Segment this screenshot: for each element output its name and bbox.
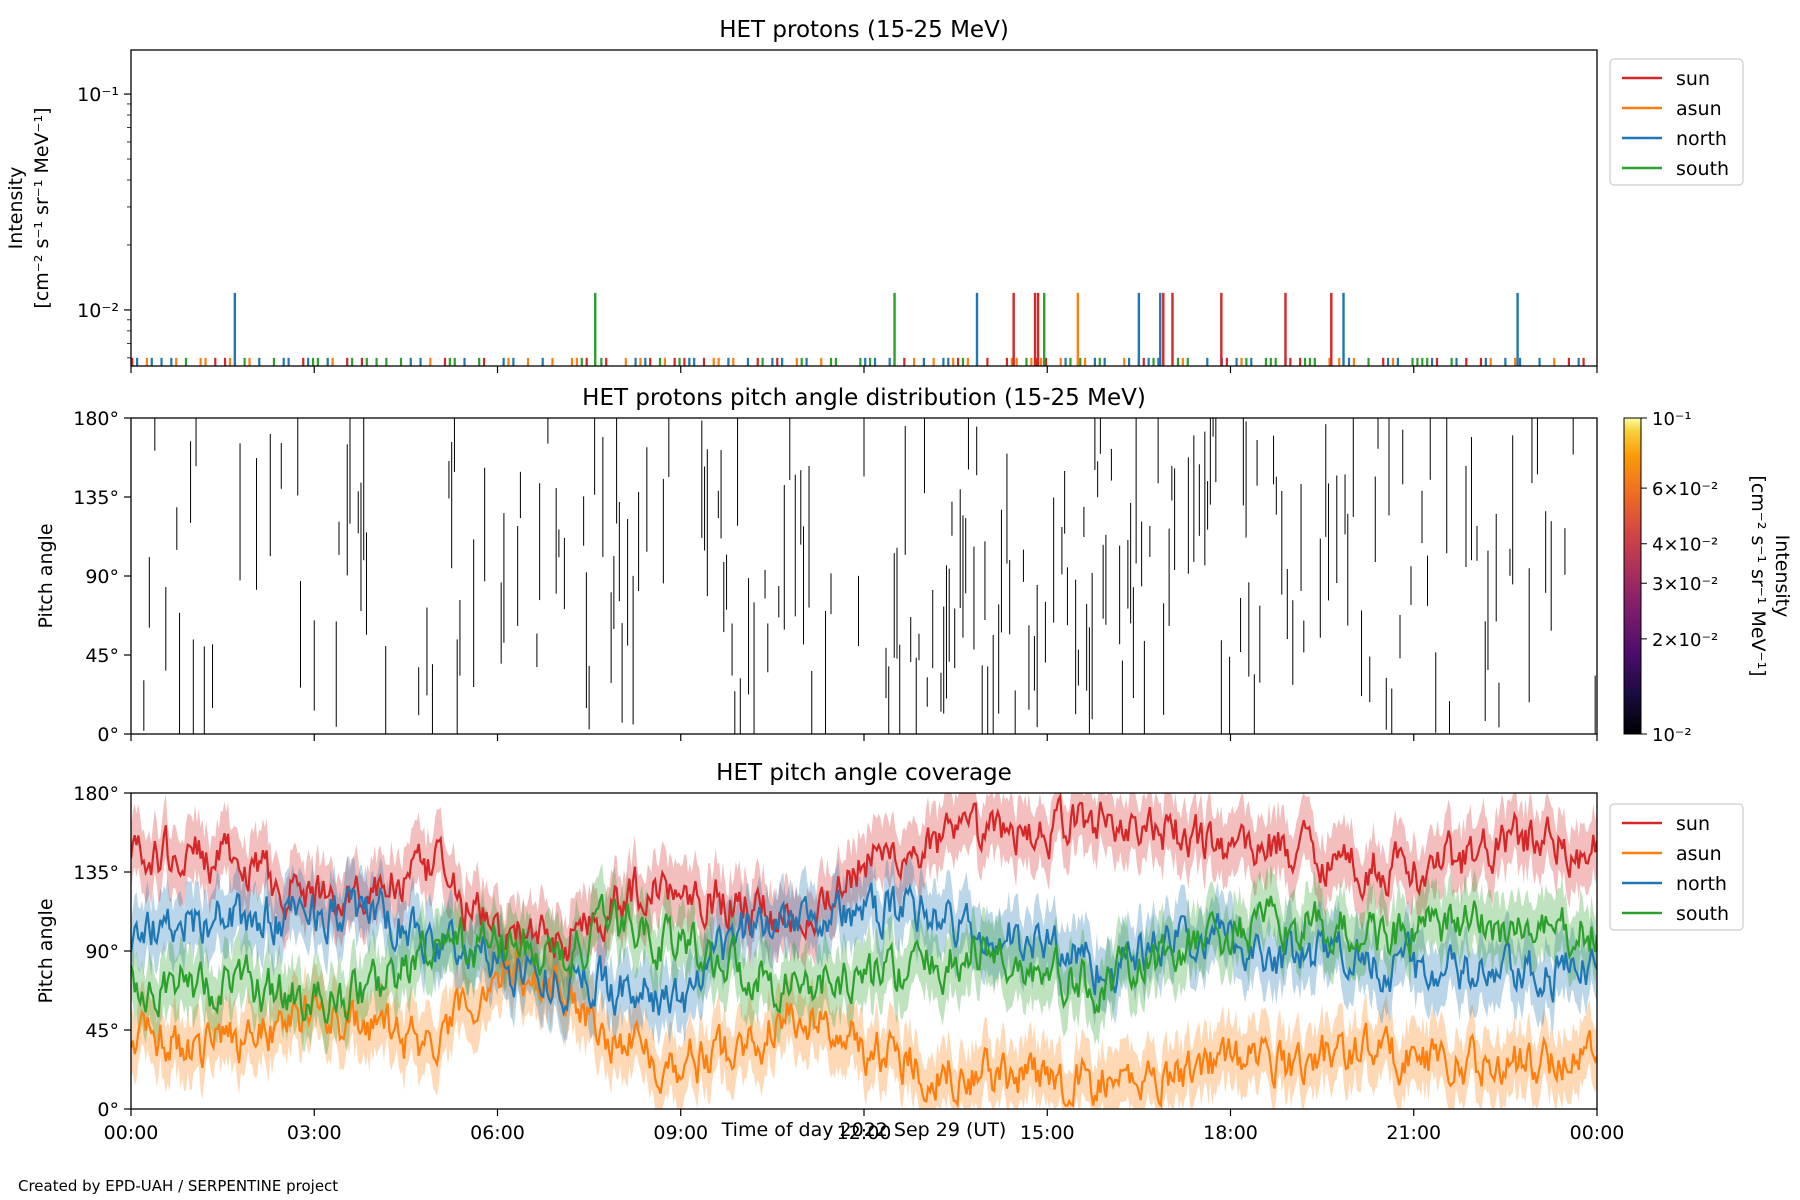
colorbar-axes: 10⁻² 2×10⁻² 3×10⁻² 4×10⁻² 6×10⁻² 10⁻¹ — [1641, 409, 1718, 746]
panel-pad: HET protons pitch angle distribution (15… — [35, 385, 1793, 746]
colorbar-tick-label: 4×10⁻² — [1652, 535, 1718, 556]
colorbar-tick-label: 3×10⁻² — [1652, 574, 1718, 595]
line-sun — [131, 793, 1597, 962]
y-tick-label: 135° — [73, 862, 119, 884]
band-north — [131, 851, 1597, 1047]
panel2-frame — [130, 417, 1598, 735]
panel1-frame — [130, 49, 1598, 367]
panel3-frame — [130, 792, 1598, 1110]
panel1-title: HET protons (15-25 MeV) — [719, 17, 1009, 43]
band-asun — [131, 916, 1597, 1109]
y-tick-label: 0° — [97, 1099, 119, 1121]
panel3-marks — [131, 793, 1597, 1109]
panel-intensity: HET protons (15-25 MeV) 10⁻² 10⁻¹ Intensi… — [5, 17, 1744, 373]
panel3-axes: 00:00 03:00 06:00 09:00 12:00 15:00 18:00 21:00… — [73, 783, 1624, 1144]
colorbar-tick-label: 10⁻¹ — [1652, 409, 1692, 430]
x-tick-label: 09:00 — [653, 1122, 708, 1144]
colorbar-label-line1: Intensity — [1771, 535, 1793, 618]
panel2-title: HET protons pitch angle distribution (15… — [582, 385, 1146, 411]
colorbar — [1623, 417, 1642, 735]
panel2-ylabel: Pitch angle — [35, 523, 57, 628]
band-south — [131, 862, 1597, 1055]
y-tick-label: 90° — [85, 941, 119, 963]
footer-credit: Created by EPD-UAH / SERPENTINE project — [18, 1177, 338, 1195]
y-tick-label: 90° — [85, 566, 119, 588]
panel1-legend: sun asun north south — [1609, 58, 1744, 186]
colorbar-tick-label: 6×10⁻² — [1652, 479, 1718, 500]
line-asun — [131, 947, 1597, 1109]
y-tick-label: 10⁻¹ — [77, 84, 119, 106]
y-tick-label: 180° — [73, 783, 119, 805]
x-tick-label: 03:00 — [287, 1122, 342, 1144]
y-tick-label: 0° — [97, 724, 119, 746]
legend-label-south: south — [1676, 903, 1729, 925]
legend-label-asun: asun — [1676, 843, 1722, 865]
panel3-ylabel: Pitch angle — [35, 898, 57, 1003]
x-tick-label: 00:00 — [104, 1122, 159, 1144]
panel-coverage: HET pitch angle coverage 00:00 03:00 06:00… — [35, 760, 1744, 1144]
x-tick-label: 18:00 — [1203, 1122, 1258, 1144]
panel1-axes: 10⁻² 10⁻¹ — [77, 84, 1598, 373]
x-tick-label: 12:00 — [837, 1122, 892, 1144]
x-tick-label: 21:00 — [1386, 1122, 1441, 1144]
legend-label-south: south — [1676, 158, 1729, 180]
x-tick-label: 06:00 — [470, 1122, 525, 1144]
panel2-marks — [143, 418, 1596, 734]
y-tick-label: 45° — [85, 645, 119, 667]
legend-box — [1609, 58, 1744, 186]
x-tick-label: 15:00 — [1020, 1122, 1075, 1144]
y-tick-label: 135° — [73, 487, 119, 509]
panel2-axes: 0° 45° 90° 135° 180° — [73, 408, 1598, 746]
panel1-ylabel-line2: [cm⁻² s⁻¹ sr⁻¹ MeV⁻¹] — [31, 107, 53, 308]
y-tick-label: 180° — [73, 408, 119, 430]
legend-label-asun: asun — [1676, 98, 1722, 120]
y-tick-label: 45° — [85, 1020, 119, 1042]
line-north — [131, 882, 1597, 1017]
panel3-legend: sun asun north south — [1609, 803, 1744, 931]
colorbar-label-line2: [cm⁻² s⁻¹ sr⁻¹ MeV⁻¹] — [1747, 475, 1769, 676]
colorbar-tick-label: 10⁻² — [1652, 725, 1692, 746]
x-tick-label: 00:00 — [1570, 1122, 1625, 1144]
legend-label-north: north — [1676, 873, 1727, 895]
line-south — [131, 893, 1597, 1024]
legend-label-north: north — [1676, 128, 1727, 150]
legend-label-sun: sun — [1676, 68, 1710, 90]
y-tick-label: 10⁻² — [77, 300, 119, 322]
panel1-ylabel-line1: Intensity — [5, 167, 27, 250]
x-axis-label: Time of day 2022 Sep 29 (UT) — [721, 1119, 1007, 1141]
panel3-title: HET pitch angle coverage — [716, 760, 1012, 786]
panel1-marks — [131, 292, 1585, 366]
legend-box — [1609, 803, 1744, 931]
colorbar-tick-label: 2×10⁻² — [1652, 630, 1718, 651]
legend-label-sun: sun — [1676, 813, 1710, 835]
